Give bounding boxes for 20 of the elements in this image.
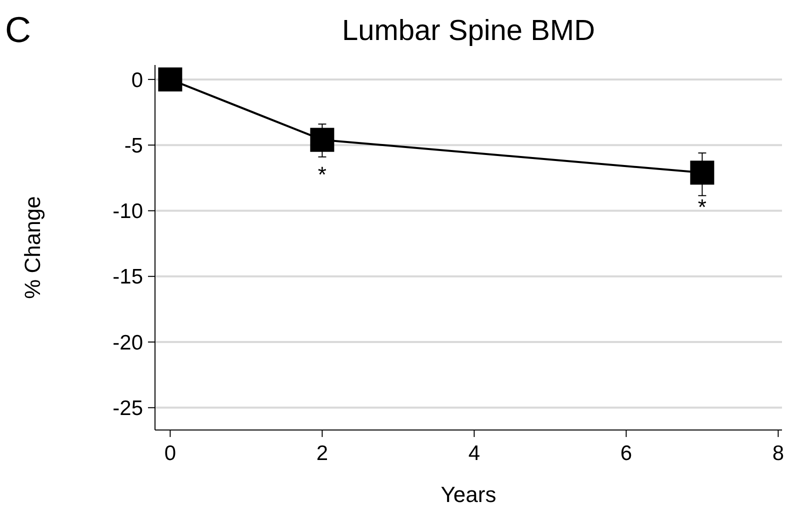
point — [310, 128, 334, 152]
chart-title: Lumbar Spine BMD — [342, 15, 596, 47]
y-tick-label: -20 — [112, 331, 143, 354]
point — [158, 67, 182, 92]
x-tick-label: 8 — [772, 442, 784, 465]
annotation: * — [318, 162, 327, 187]
x-tick-label: 2 — [316, 442, 328, 465]
x-tick-label: 4 — [468, 442, 480, 465]
text: C — [5, 9, 31, 50]
annotation: * — [698, 194, 707, 220]
point — [690, 160, 714, 185]
y-tick-label: 0 — [131, 68, 143, 92]
y-tick-label: -25 — [112, 397, 143, 420]
y-axis-title: % Change — [20, 196, 45, 299]
x-tick-label: 6 — [620, 442, 632, 465]
x-tick-label: 0 — [164, 442, 176, 465]
y-tick-label: -10 — [112, 200, 143, 224]
y-tick-label: -15 — [112, 266, 143, 289]
x-axis-title: Years — [440, 482, 496, 507]
y-tick-label: -5 — [124, 134, 143, 158]
